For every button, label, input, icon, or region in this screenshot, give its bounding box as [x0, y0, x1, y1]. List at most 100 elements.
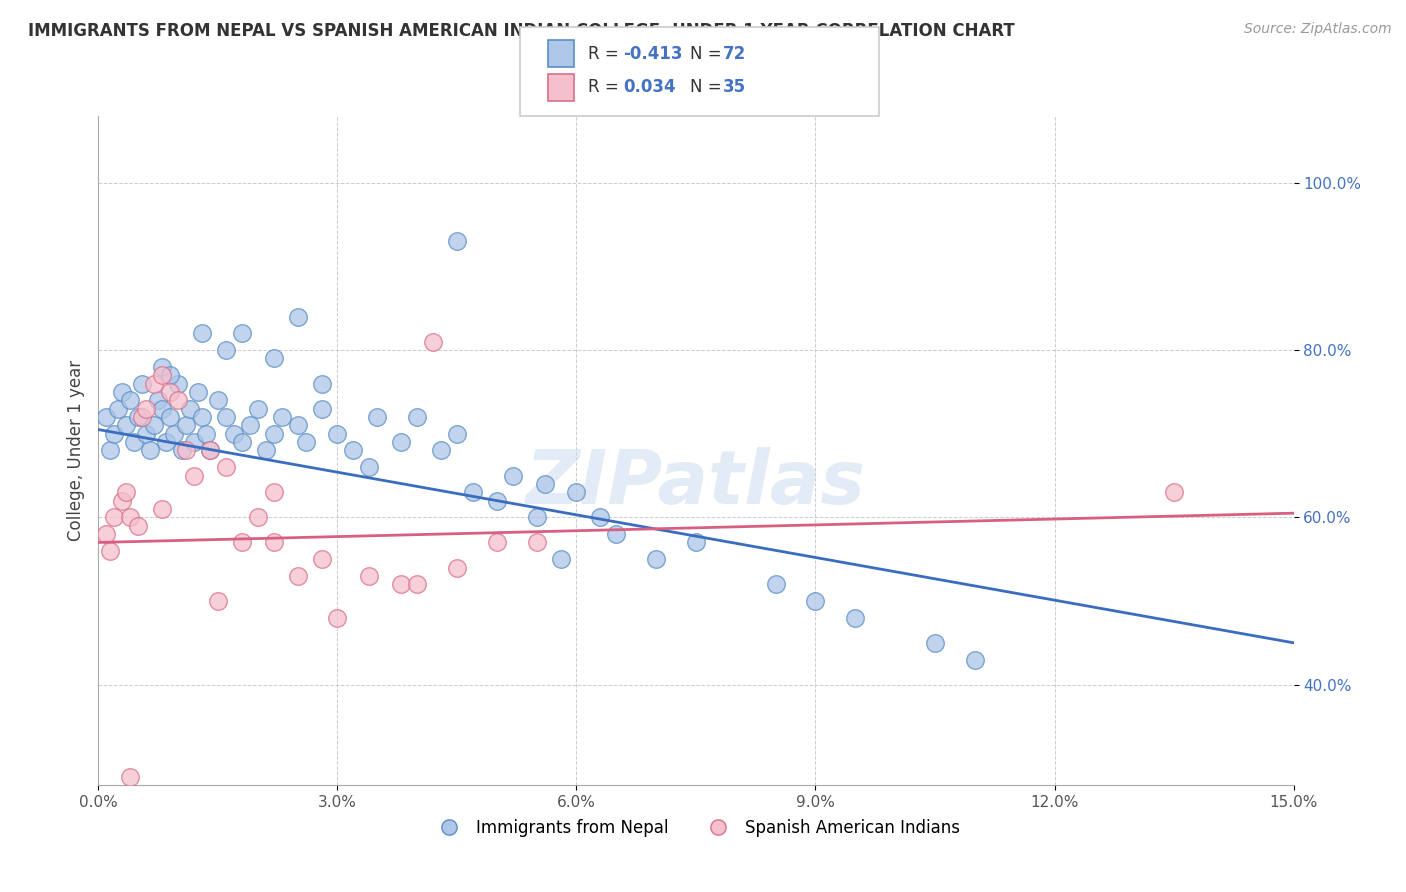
Legend: Immigrants from Nepal, Spanish American Indians: Immigrants from Nepal, Spanish American …	[426, 813, 966, 844]
Point	[844, 611, 866, 625]
Point	[172, 443, 194, 458]
Point	[326, 426, 349, 441]
Point	[215, 343, 238, 358]
Point	[159, 384, 181, 399]
Text: -0.413: -0.413	[623, 45, 682, 62]
Text: N =: N =	[690, 78, 727, 96]
Point	[231, 326, 253, 341]
Point	[159, 368, 181, 383]
Point	[191, 410, 214, 425]
Point	[155, 435, 177, 450]
Point	[645, 552, 668, 566]
Point	[422, 334, 444, 349]
Point	[270, 410, 292, 425]
Point	[167, 376, 190, 391]
Point	[589, 510, 612, 524]
Y-axis label: College, Under 1 year: College, Under 1 year	[66, 359, 84, 541]
Point	[131, 376, 153, 391]
Point	[107, 401, 129, 416]
Point	[195, 426, 218, 441]
Point	[550, 552, 572, 566]
Point	[287, 418, 309, 433]
Point	[1163, 485, 1185, 500]
Point	[222, 426, 245, 441]
Point	[406, 577, 429, 591]
Point	[924, 636, 946, 650]
Point	[446, 426, 468, 441]
Point	[311, 401, 333, 416]
Point	[207, 594, 229, 608]
Point	[120, 393, 142, 408]
Point	[533, 476, 555, 491]
Point	[765, 577, 787, 591]
Text: 35: 35	[723, 78, 745, 96]
Text: R =: R =	[588, 78, 624, 96]
Point	[215, 460, 238, 475]
Point	[115, 418, 138, 433]
Point	[231, 435, 253, 450]
Point	[446, 235, 468, 249]
Point	[231, 535, 253, 549]
Point	[326, 611, 349, 625]
Point	[143, 418, 166, 433]
Point	[183, 468, 205, 483]
Point	[287, 310, 309, 324]
Point	[963, 652, 986, 666]
Point	[485, 535, 508, 549]
Point	[179, 401, 201, 416]
Point	[163, 426, 186, 441]
Point	[131, 410, 153, 425]
Point	[103, 510, 125, 524]
Point	[359, 569, 381, 583]
Text: N =: N =	[690, 45, 727, 62]
Point	[96, 410, 118, 425]
Point	[526, 510, 548, 524]
Point	[127, 410, 149, 425]
Point	[685, 535, 707, 549]
Point	[359, 460, 381, 475]
Point	[167, 393, 190, 408]
Point	[605, 527, 627, 541]
Point	[294, 435, 316, 450]
Point	[103, 426, 125, 441]
Point	[263, 535, 285, 549]
Point	[148, 393, 170, 408]
Point	[246, 510, 269, 524]
Point	[565, 485, 588, 500]
Point	[120, 510, 142, 524]
Point	[115, 485, 138, 500]
Point	[389, 435, 412, 450]
Point	[342, 443, 364, 458]
Text: R =: R =	[588, 45, 624, 62]
Point	[263, 351, 285, 366]
Point	[143, 376, 166, 391]
Point	[127, 518, 149, 533]
Point	[174, 418, 197, 433]
Point	[120, 770, 142, 784]
Point	[526, 535, 548, 549]
Point	[198, 443, 221, 458]
Point	[111, 384, 134, 399]
Point	[311, 552, 333, 566]
Point	[150, 359, 173, 374]
Point	[98, 443, 122, 458]
Point	[287, 569, 309, 583]
Point	[246, 401, 269, 416]
Point	[174, 443, 197, 458]
Point	[124, 435, 146, 450]
Point	[406, 410, 429, 425]
Text: Source: ZipAtlas.com: Source: ZipAtlas.com	[1244, 22, 1392, 37]
Point	[150, 368, 173, 383]
Point	[502, 468, 524, 483]
Point	[804, 594, 827, 608]
Point	[139, 443, 162, 458]
Point	[311, 376, 333, 391]
Point	[366, 410, 388, 425]
Text: 0.034: 0.034	[623, 78, 675, 96]
Text: 72: 72	[723, 45, 747, 62]
Point	[159, 410, 181, 425]
Text: ZIPatlas: ZIPatlas	[526, 448, 866, 520]
Point	[446, 560, 468, 574]
Point	[254, 443, 277, 458]
Point	[207, 393, 229, 408]
